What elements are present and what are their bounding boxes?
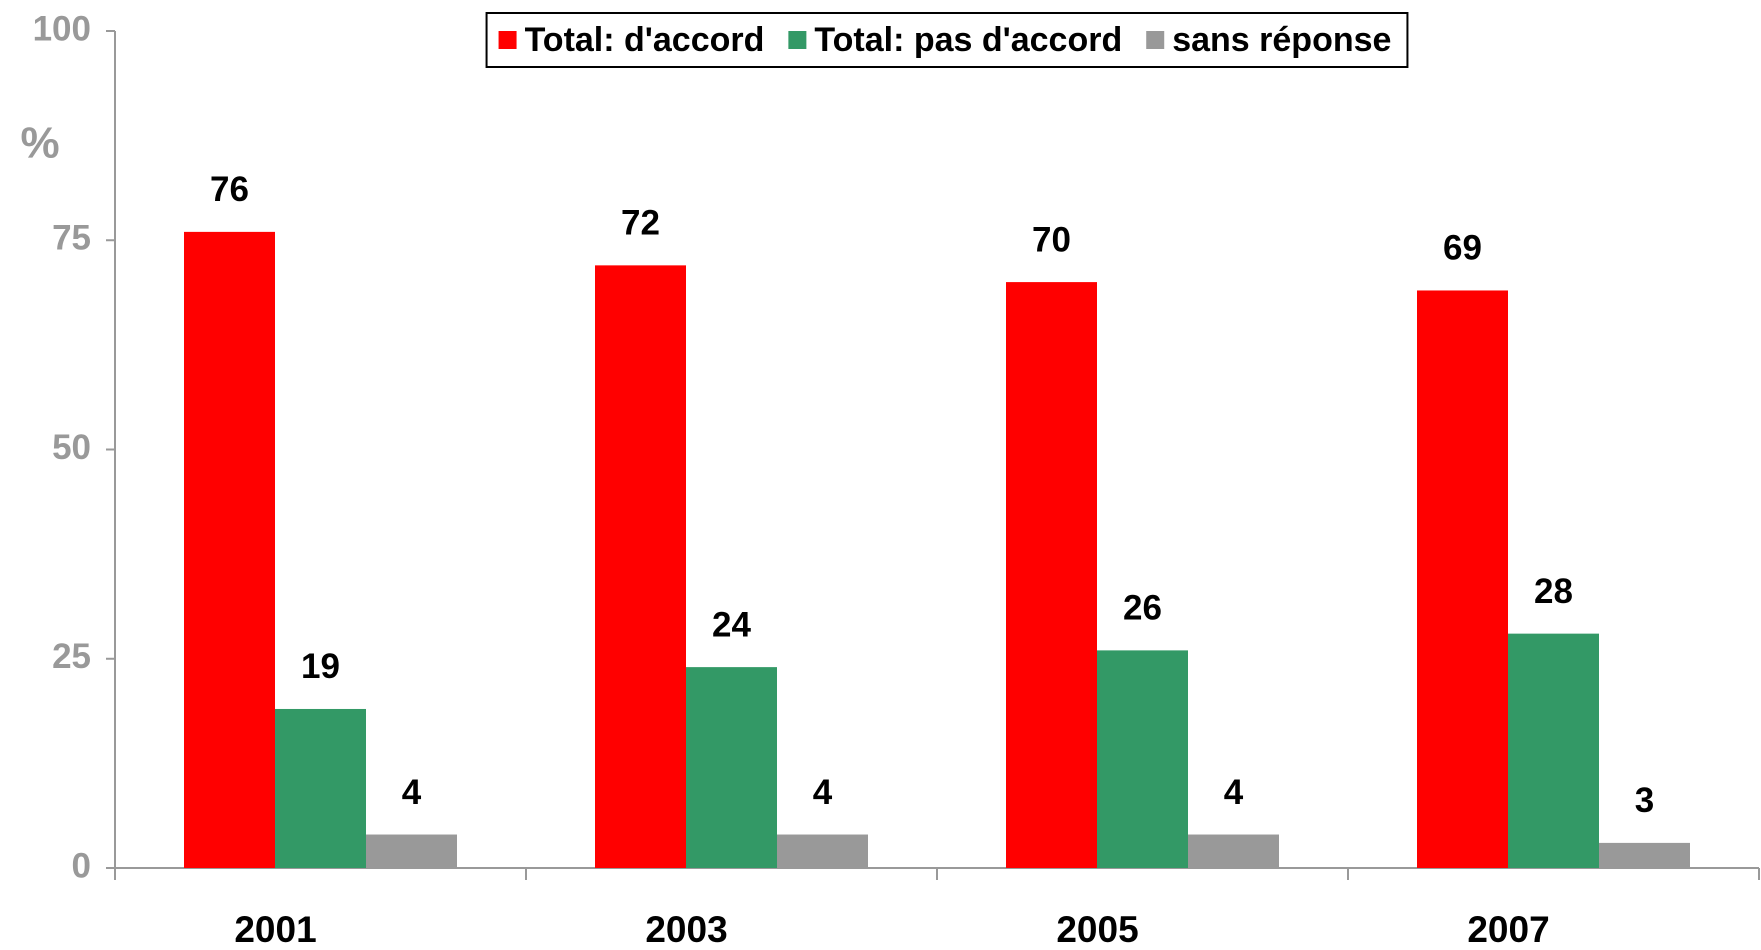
legend-label: Total: d'accord xyxy=(525,21,765,59)
bar xyxy=(1599,842,1690,868)
x-tick-label: 2001 xyxy=(234,909,316,950)
y-axis-label: % xyxy=(20,119,59,168)
bar xyxy=(686,667,777,868)
bar xyxy=(275,708,366,868)
legend-label: sans réponse xyxy=(1172,21,1391,59)
legend-swatch xyxy=(498,31,517,49)
y-tick-label: 0 xyxy=(72,846,91,885)
bar xyxy=(366,834,457,868)
y-tick-label: 25 xyxy=(52,637,91,676)
data-label: 70 xyxy=(1032,220,1071,259)
data-label: 28 xyxy=(1534,572,1573,611)
data-label: 4 xyxy=(1224,773,1244,812)
data-label: 76 xyxy=(210,170,249,209)
bar xyxy=(1006,282,1097,869)
data-label: 69 xyxy=(1443,229,1482,268)
y-tick-label: 100 xyxy=(33,9,91,48)
data-label: 4 xyxy=(813,773,833,812)
x-tick-label: 2003 xyxy=(645,909,727,950)
legend-box xyxy=(485,12,1409,68)
data-label: 72 xyxy=(621,204,660,243)
data-label: 4 xyxy=(402,773,422,812)
legend-label: Total: pas d'accord xyxy=(814,21,1122,59)
data-label: 24 xyxy=(712,605,751,644)
data-label: 3 xyxy=(1635,781,1654,820)
bar xyxy=(1097,650,1188,868)
bar xyxy=(1188,834,1279,868)
y-tick-label: 50 xyxy=(52,428,91,467)
bar xyxy=(1417,290,1508,869)
data-label: 26 xyxy=(1123,589,1162,628)
bar xyxy=(595,265,686,868)
y-tick-label: 75 xyxy=(52,219,91,258)
legend: Total: d'accord Total: pas d'accord sans r… xyxy=(485,12,1409,68)
bar xyxy=(184,231,275,868)
x-tick-label: 2007 xyxy=(1467,909,1549,950)
data-label: 19 xyxy=(301,647,340,686)
x-tick-label: 2005 xyxy=(1056,909,1138,950)
bar xyxy=(777,834,868,868)
legend-swatch xyxy=(1146,31,1165,49)
legend-swatch xyxy=(788,31,807,49)
bar xyxy=(1508,633,1599,868)
